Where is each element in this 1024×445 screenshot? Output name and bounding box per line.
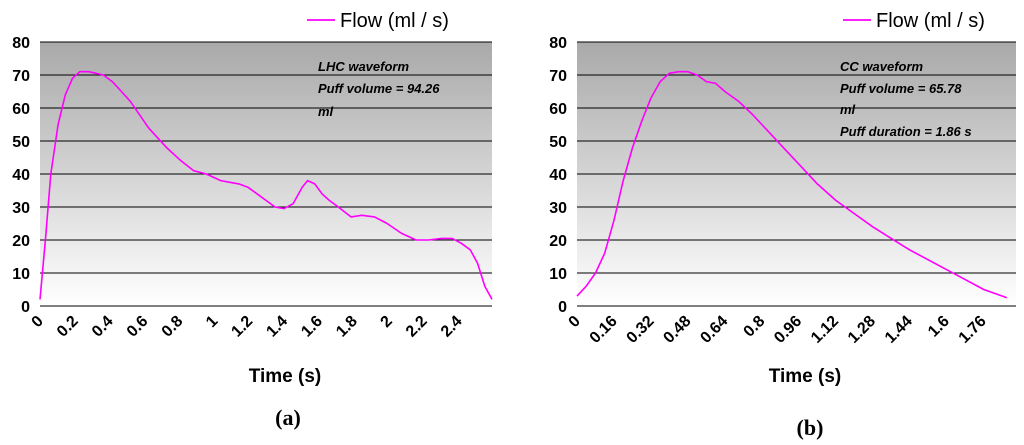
chart-b-y-tick-label: 30 [549,200,567,217]
chart-b-panel-label: (b) [797,415,824,440]
chart-a-x-tick-label: 2.4 [438,313,466,341]
chart-b-x-axis-title: Time (s) [769,366,842,387]
chart-a-legend-label: Flow (ml / s) [340,10,449,32]
chart-a-y-tick-label: 70 [12,68,30,85]
chart-a-series-flow-line [39,70,493,300]
chart-a-x-tick-label: 2.2 [403,313,431,341]
chart-b-x-tick-label: 0.48 [660,313,694,347]
chart-a-annotation-line-1: LHC waveform [318,59,409,74]
chart-a-x-tick-label: 0.6 [124,313,152,341]
chart-a-legend: Flow (ml / s) [307,10,449,32]
chart-b-y-tick-label: 70 [549,68,567,85]
chart-a-x-tick-label: 1.4 [263,313,291,341]
chart-b-x-tick-label: 1.44 [882,313,916,347]
chart-a-annotation-line-3: ml [318,104,334,119]
chart-b-x-tick-label: 0.96 [771,313,805,347]
chart-b-y-tick-labels: 0 10 20 30 40 50 60 70 80 [549,35,567,316]
chart-b-x-tick-label: 0.64 [697,313,731,347]
chart-a-y-tick-label: 80 [12,35,30,52]
chart-a-y-tick-label: 30 [12,200,30,217]
chart-b-legend-label: Flow (ml / s) [876,10,985,32]
chart-b-annotation-line-2: Puff volume = 65.78 [840,81,962,96]
chart-b-annotation: CC waveform Puff volume = 65.78 ml Puff … [840,59,972,139]
chart-a-x-tick-label: 1.8 [333,313,361,341]
chart-a-x-tick-label: 1.6 [298,313,326,341]
chart-b-y-tick-label: 80 [549,35,567,52]
chart-a-x-tick-label: 2 [378,313,396,331]
chart-a-panel-label: (a) [275,405,301,430]
chart-b-x-tick-label: 0.16 [587,313,621,347]
chart-b-x-tick-label: 0.32 [624,313,658,347]
chart-b-gridlines [577,41,1016,307]
chart-b-x-tick-label: 0.8 [741,313,769,341]
chart-b-x-tick-label: 1.6 [925,313,953,341]
chart-a-annotation-line-2: Puff volume = 94.26 [318,81,440,96]
chart-b-annotation-line-4: Puff duration = 1.86 s [840,124,972,139]
chart-b-y-tick-label: 10 [549,266,567,283]
chart-b-x-tick-label: 1.12 [808,313,842,347]
chart-a-x-tick-label: 0.4 [89,313,117,341]
chart-a-x-tick-label: 0.2 [54,313,82,341]
chart-a-y-tick-label: 60 [12,101,30,118]
chart-a-x-tick-label: 0 [29,313,47,331]
chart-a-y-tick-labels: 0 10 20 30 40 50 60 70 80 [12,35,30,316]
chart-b-legend: Flow (ml / s) [843,10,985,32]
chart-a-x-tick-label: 1 [203,313,221,331]
chart-a-x-tick-labels: 0 0.2 0.4 0.6 0.8 1 1.2 1.4 1.6 1.8 2 2.2 2.4 [29,313,466,341]
chart-a-y-tick-label: 20 [12,233,30,250]
chart-b-y-tick-label: 20 [549,233,567,250]
chart-a-y-tick-label: 10 [12,266,30,283]
chart-a-x-tick-label: 0.8 [159,313,187,341]
chart-b-x-tick-labels: 0 0.16 0.32 0.48 0.64 0.8 0.96 1.12 1.28 1.44 1.6 1… [566,313,990,347]
chart-b-y-tick-label: 50 [549,134,567,151]
chart-b-y-tick-label: 60 [549,101,567,118]
chart-a-y-tick-label: 50 [12,134,30,151]
chart-b-y-tick-label: 40 [549,167,567,184]
chart-b-x-tick-label: 1.28 [845,313,879,347]
chart-a-y-tick-label: 0 [21,299,30,316]
chart-a-y-tick-label: 40 [12,167,30,184]
chart-b-y-tick-label: 0 [558,299,567,316]
chart-b-x-tick-label: 1.76 [956,313,990,347]
chart-b-annotation-line-3: ml [840,102,856,117]
chart-a-x-axis-title: Time (s) [249,366,322,387]
chart-b-series-flow-line [576,70,1008,299]
chart-a-gridlines [40,41,492,307]
chart-a-x-tick-label: 1.2 [228,313,256,341]
chart-b-annotation-line-1: CC waveform [840,59,924,74]
chart-a-annotation: LHC waveform Puff volume = 94.26 ml [318,59,440,119]
chart-b-x-tick-label: 0 [566,313,584,331]
